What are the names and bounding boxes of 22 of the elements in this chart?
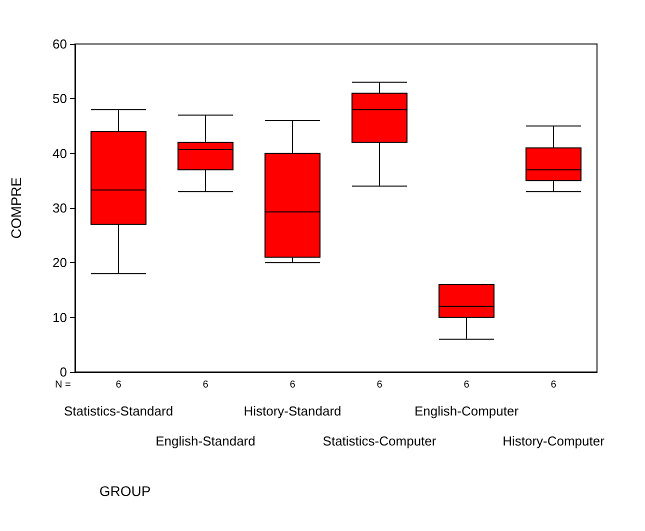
y-tick-label: 40 bbox=[52, 146, 67, 161]
y-tick-label: 10 bbox=[52, 310, 67, 325]
x-axis-title: GROUP bbox=[99, 483, 151, 499]
x-tick-label: History-Computer bbox=[502, 434, 606, 448]
x-tick-label: Statistics-Computer bbox=[322, 434, 437, 448]
text: 6 bbox=[464, 380, 470, 390]
text: 6 bbox=[290, 380, 296, 390]
text: N = bbox=[55, 380, 71, 390]
text: 6 bbox=[116, 380, 122, 390]
text: 6 bbox=[202, 380, 209, 390]
y-tick-label: 50 bbox=[52, 91, 67, 106]
x-tick-label: Statistics-Standard bbox=[64, 404, 174, 418]
x-tick-label: English-Standard bbox=[156, 434, 256, 448]
y-tick-label: 60 bbox=[52, 36, 67, 52]
text: 6 bbox=[376, 380, 383, 390]
text: 6 bbox=[550, 380, 557, 390]
y-tick-label: 30 bbox=[52, 200, 67, 216]
y-axis-title: COMPRE bbox=[8, 177, 24, 239]
y-tick-label: 20 bbox=[52, 255, 67, 270]
x-tick-label: History-Standard bbox=[244, 404, 342, 418]
x-tick-label: English-Computer bbox=[414, 404, 520, 418]
y-tick-label: 0 bbox=[60, 364, 67, 380]
